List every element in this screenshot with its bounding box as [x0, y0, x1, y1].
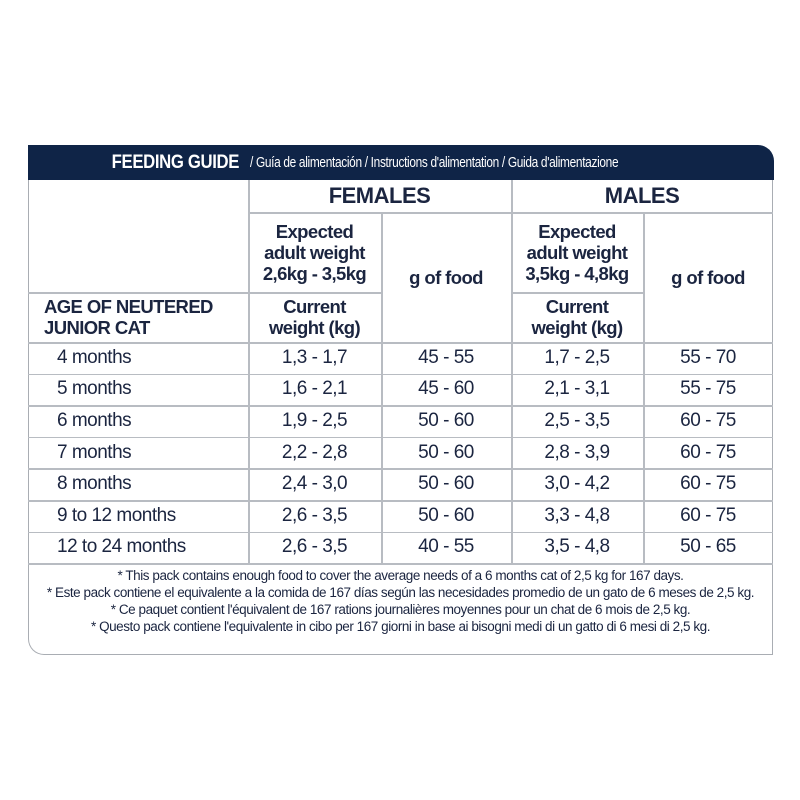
row-age: 7 months	[57, 441, 132, 463]
grid-line	[28, 563, 773, 565]
female-food: 40 - 55	[418, 536, 474, 558]
male-weight: 2,8 - 3,9	[544, 441, 610, 463]
row-age: 12 to 24 months	[57, 536, 186, 558]
females-food-header: g of food	[409, 266, 483, 288]
female-food: 50 - 60	[418, 409, 474, 431]
males-expected-weight-header: Expected adult weight 3,5kg - 4,8kg	[525, 220, 629, 284]
female-food: 45 - 55	[418, 346, 474, 368]
male-weight: 1,7 - 2,5	[544, 346, 610, 368]
female-weight: 2,6 - 3,5	[281, 536, 348, 558]
females-current-weight-header: Current weight (kg)	[268, 296, 361, 338]
male-weight: 2,5 - 3,5	[544, 409, 610, 431]
footnote-it: * Questo pack contiene l'equivalente in …	[90, 619, 711, 634]
row-age: 4 months	[57, 346, 132, 368]
males-food-header: g of food	[671, 266, 745, 288]
grid-line	[248, 180, 250, 564]
feeding-guide-panel	[28, 145, 773, 655]
title-translations: / Guía de alimentación / Instructions d'…	[249, 154, 619, 171]
male-food: 60 - 75	[680, 441, 736, 463]
grid-line	[28, 292, 381, 294]
row-age: 6 months	[57, 409, 132, 431]
grid-line	[248, 212, 773, 214]
title-main: FEEDING GUIDE	[111, 151, 240, 173]
males-current-weight-header: Current weight (kg)	[531, 296, 623, 338]
male-food: 60 - 75	[680, 409, 736, 431]
female-food: 50 - 60	[418, 504, 474, 526]
footnote-fr: * Ce paquet contient l'équivalent de 167…	[110, 602, 691, 617]
females-expected-weight-header: Expected adult weight 2,6kg - 3,5kg	[262, 220, 367, 284]
grid-line	[28, 500, 773, 502]
row-age: 5 months	[57, 378, 132, 400]
row-age: 8 months	[57, 473, 132, 495]
male-food: 55 - 75	[680, 378, 736, 400]
footnote-en: * This pack contains enough food to cove…	[117, 568, 684, 583]
females-header: FEMALES	[328, 183, 431, 208]
male-weight: 3,3 - 4,8	[544, 504, 610, 526]
male-food: 55 - 70	[680, 346, 736, 368]
row-age: 9 to 12 months	[57, 504, 176, 526]
grid-line	[28, 373, 773, 376]
male-food: 50 - 65	[680, 536, 736, 558]
grid-line	[643, 212, 645, 564]
female-food: 50 - 60	[418, 441, 474, 463]
feeding-guide-title-bar: FEEDING GUIDE / Guía de alimentación / I…	[28, 145, 774, 180]
grid-line	[28, 531, 773, 534]
grid-line	[28, 342, 773, 344]
male-weight: 3,0 - 4,2	[544, 473, 610, 495]
female-weight: 1,9 - 2,5	[281, 409, 348, 431]
age-header: AGE OF NEUTERED JUNIOR CAT	[44, 296, 213, 338]
footnotes: * This pack contains enough food to cove…	[28, 567, 773, 635]
grid-line	[511, 292, 643, 294]
male-weight: 3,5 - 4,8	[544, 536, 610, 558]
female-weight: 1,6 - 2,1	[281, 378, 348, 400]
grid-line	[381, 212, 383, 564]
female-weight: 1,3 - 1,7	[281, 346, 348, 368]
male-weight: 2,1 - 3,1	[544, 378, 610, 400]
male-food: 60 - 75	[680, 473, 736, 495]
female-food: 45 - 60	[418, 378, 474, 400]
males-header: MALES	[604, 183, 680, 208]
grid-line	[28, 405, 773, 407]
grid-line	[28, 436, 773, 439]
female-food: 50 - 60	[418, 473, 474, 495]
female-weight: 2,4 - 3,0	[281, 473, 348, 495]
grid-line	[28, 468, 773, 470]
female-weight: 2,6 - 3,5	[281, 504, 348, 526]
grid-line	[511, 180, 513, 564]
male-food: 60 - 75	[680, 504, 736, 526]
footnote-es: * Este pack contiene el equivalente a la…	[46, 585, 755, 600]
female-weight: 2,2 - 2,8	[281, 441, 348, 463]
